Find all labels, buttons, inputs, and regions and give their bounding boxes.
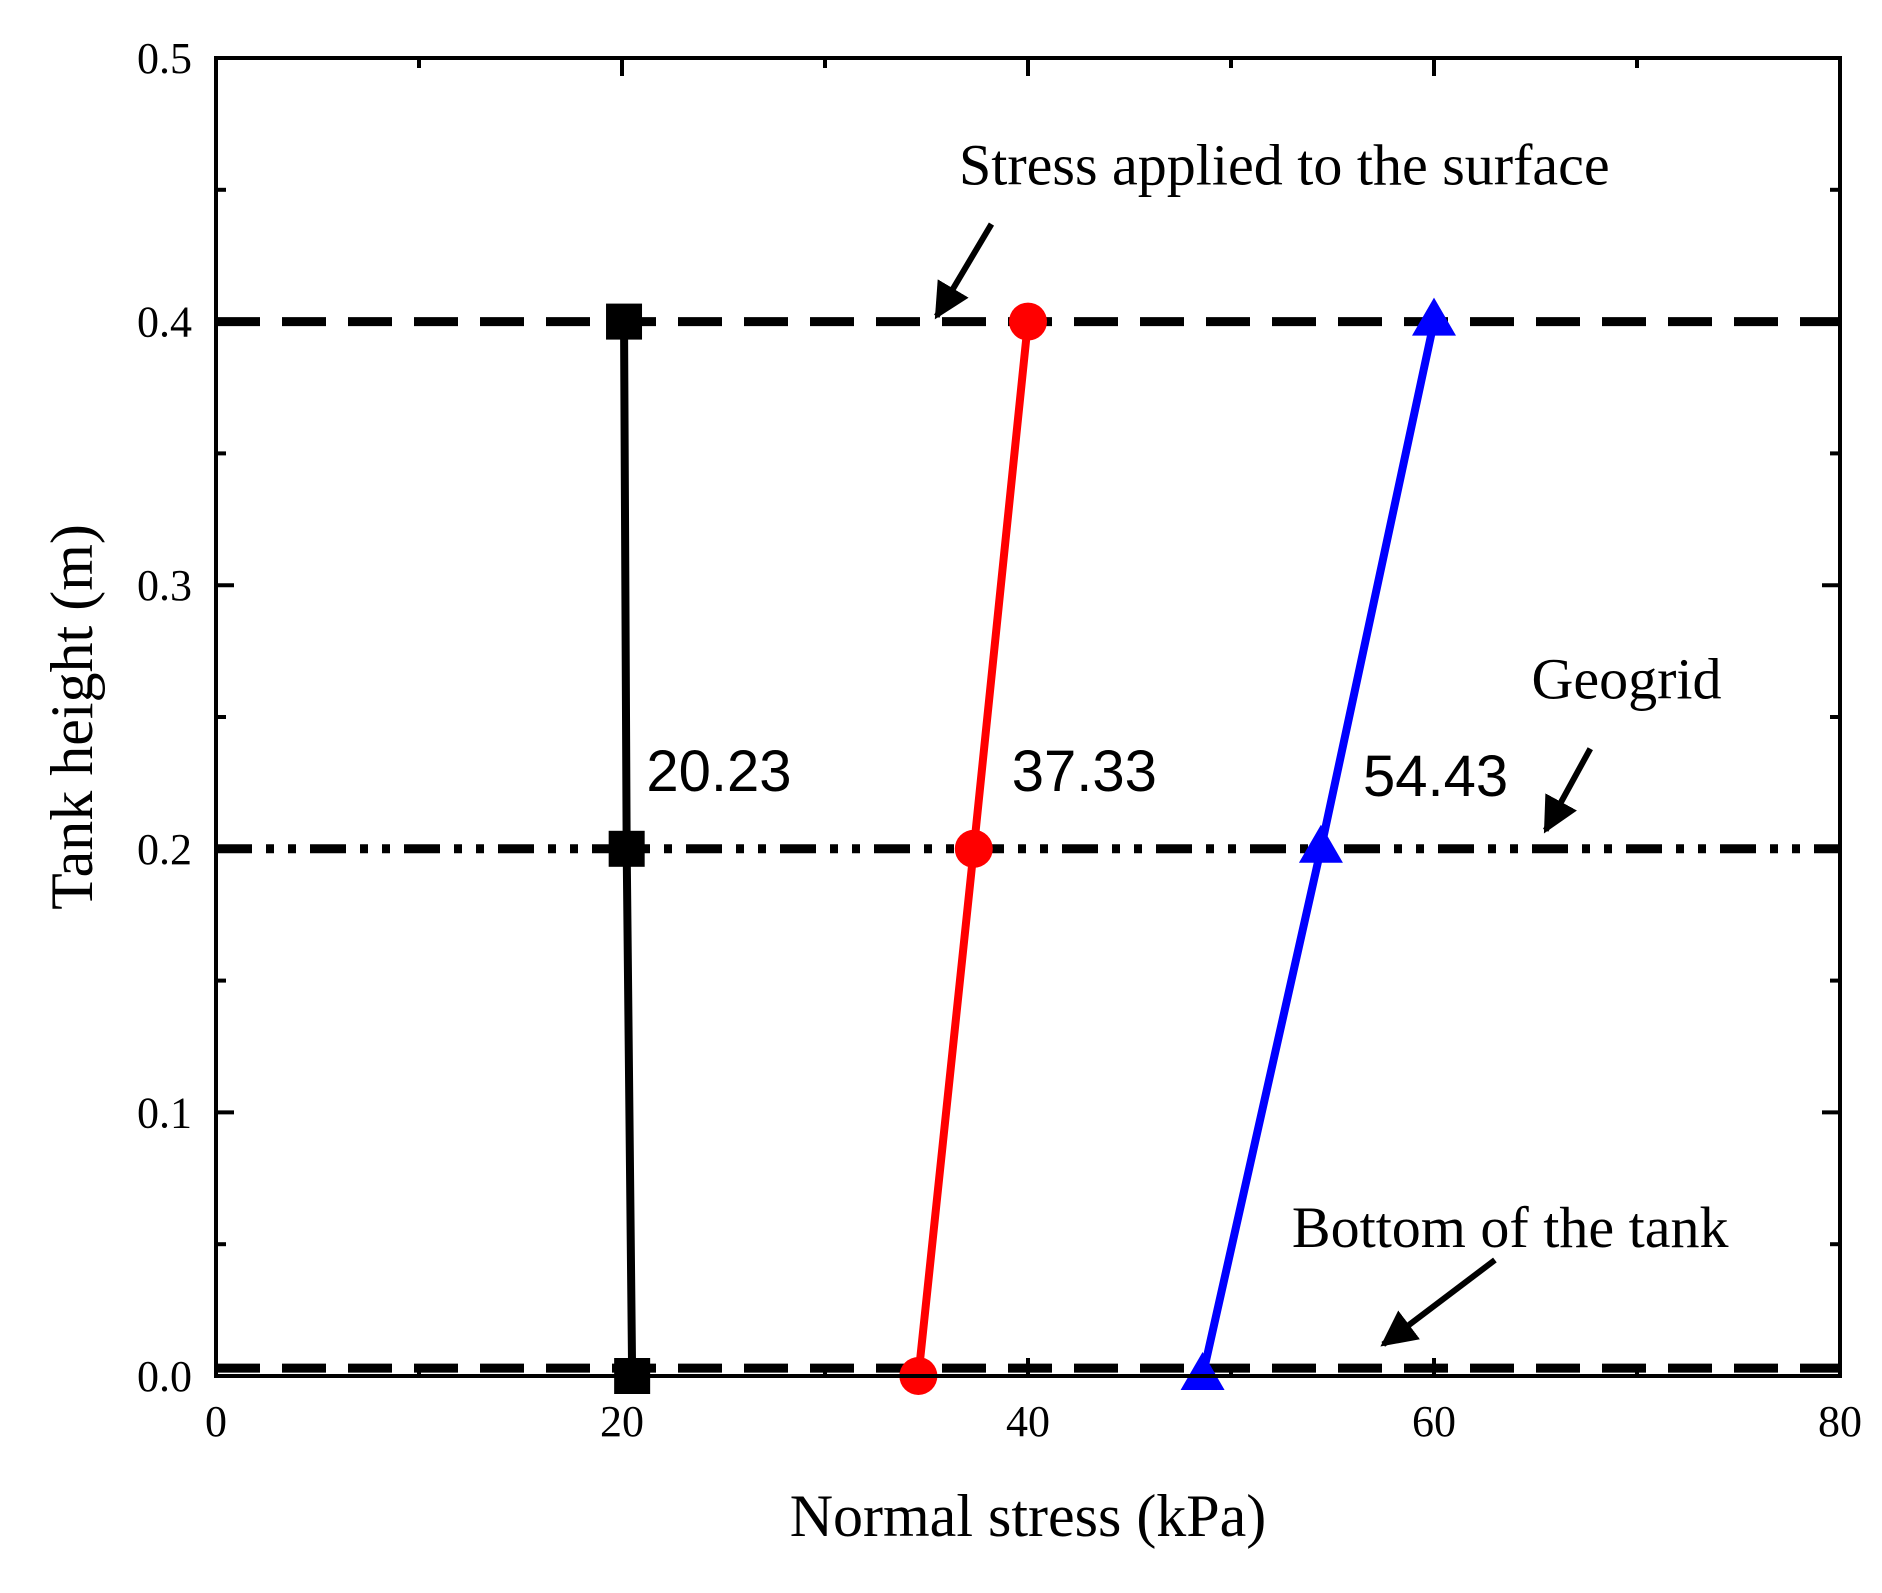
data-label: 20.23 (646, 739, 791, 804)
axis-ticks: 0 20 40 60 80 0.0 0.1 0.2 0.3 0.4 0.5 (137, 34, 1862, 1446)
series-2-point (954, 829, 993, 868)
annotation-surface-arrow (934, 222, 995, 320)
x-tick-label: 60 (1412, 1397, 1456, 1446)
y-tick-label: 0.3 (137, 561, 192, 610)
series-3-point (1180, 1352, 1225, 1390)
series-3-point (1298, 824, 1343, 863)
y-tick-label: 0.5 (137, 34, 192, 83)
y-tick-label: 0.2 (137, 825, 192, 874)
series-1-point (606, 303, 643, 340)
x-tick-label: 80 (1818, 1397, 1862, 1446)
y-axis-title: Tank height (m) (39, 524, 105, 910)
annotation-geogrid-text: Geogrid (1531, 647, 1721, 712)
x-axis-title: Normal stress (kPa) (790, 1483, 1267, 1549)
series-3-point (1412, 297, 1456, 336)
data-label: 54.43 (1363, 744, 1508, 809)
x-tick-label: 0 (205, 1397, 227, 1446)
y-tick-label: 0.4 (137, 298, 192, 347)
annotation-bottom-text: Bottom of the tank (1292, 1195, 1729, 1260)
annotation-bottom-arrow (1380, 1257, 1497, 1347)
annotation-surface-text: Stress applied to the surface (959, 133, 1610, 198)
y-tick-label: 0.0 (137, 1352, 192, 1401)
series-2-point (1009, 302, 1047, 341)
y-tick-label: 0.1 (137, 1088, 192, 1137)
series-1-point (608, 830, 645, 867)
annotation-geogrid-arrow (1543, 747, 1593, 834)
plot-frame (214, 56, 1842, 1378)
series-3 (1180, 297, 1456, 1390)
annotations: 20.23 37.33 54.43 Stress applied to the sur… (646, 133, 1729, 1347)
series-1 (606, 303, 651, 1394)
plot-series (606, 297, 1456, 1395)
x-tick-label: 40 (1006, 1397, 1050, 1446)
x-tick-label: 20 (600, 1397, 644, 1446)
data-label: 37.33 (1012, 739, 1157, 804)
